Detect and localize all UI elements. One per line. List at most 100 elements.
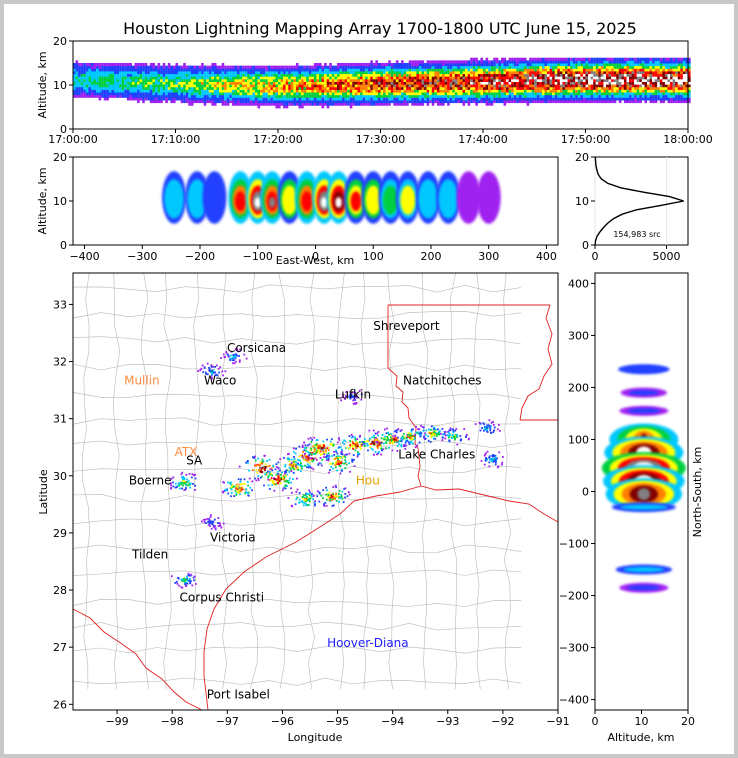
time-height-mark	[321, 97, 325, 101]
lightning-source-point	[299, 464, 302, 466]
lightning-source-point	[332, 443, 335, 446]
time-height-x-tick-label: 17:30:00	[356, 133, 405, 146]
lightning-source-point	[400, 445, 403, 448]
time-height-mark	[344, 97, 348, 101]
time-height-mark	[559, 81, 563, 85]
time-height-mark	[534, 92, 537, 96]
time-height-mark	[475, 97, 478, 101]
time-height-mark	[582, 84, 586, 88]
time-height-mark	[370, 86, 373, 90]
time-height-mark	[439, 92, 443, 96]
time-height-mark	[288, 99, 291, 104]
lightning-source-point	[317, 448, 320, 451]
time-height-mark	[311, 86, 314, 90]
lightning-source-point	[394, 435, 396, 438]
time-height-mark	[254, 73, 258, 77]
time-height-mark	[167, 97, 171, 101]
time-height-mark	[398, 63, 402, 67]
time-height-mark	[682, 68, 686, 72]
time-height-mark	[313, 99, 317, 104]
county-line	[278, 272, 286, 690]
time-height-mark	[454, 73, 458, 77]
time-height-mark	[465, 94, 468, 98]
time-height-mark	[631, 97, 635, 101]
lightning-source-point	[338, 438, 341, 441]
time-height-mark	[244, 68, 248, 72]
time-height-mark	[664, 65, 668, 69]
time-height-mark	[126, 63, 130, 67]
time-height-mark	[121, 92, 125, 96]
lightning-source-point	[320, 453, 322, 456]
time-height-mark	[644, 94, 648, 98]
lightning-source-point	[303, 449, 306, 452]
time-height-mark	[606, 94, 609, 98]
time-height-mark	[308, 68, 312, 72]
lightning-source-point	[383, 442, 385, 445]
lightning-source-point	[401, 438, 404, 441]
time-height-mark	[475, 92, 478, 96]
time-height-mark	[88, 84, 91, 88]
time-height-mark	[672, 94, 676, 98]
time-height-mark	[75, 65, 79, 69]
time-height-mark	[319, 94, 322, 98]
time-height-mark	[424, 78, 427, 82]
time-height-mark	[285, 78, 289, 82]
time-height-mark	[565, 73, 568, 77]
lightning-source-point	[284, 464, 287, 466]
lightning-source-point	[375, 437, 377, 439]
time-height-mark	[167, 63, 171, 67]
lightning-source-point	[377, 451, 380, 453]
time-height-mark	[142, 68, 145, 72]
time-height-mark	[459, 97, 463, 101]
time-height-mark	[101, 86, 104, 90]
time-height-mark	[311, 78, 314, 82]
time-height-mark	[488, 89, 491, 93]
time-height-mark	[231, 68, 235, 72]
lightning-source-point	[292, 472, 295, 474]
time-height-mark	[470, 99, 473, 104]
time-height-mark	[449, 99, 453, 104]
time-height-mark	[313, 70, 317, 75]
time-height-mark	[462, 68, 466, 72]
lightning-source-point	[260, 462, 263, 465]
time-height-mark	[672, 81, 676, 85]
time-height-mark	[306, 99, 309, 104]
time-height-mark	[303, 78, 307, 82]
time-height-mark	[570, 63, 573, 67]
time-height-mark	[257, 89, 261, 93]
time-height-mark	[547, 76, 550, 80]
time-height-mark	[472, 60, 476, 64]
time-height-mark	[465, 86, 468, 90]
time-height-mark	[78, 86, 81, 90]
time-height-mark	[319, 86, 322, 90]
lightning-source-point	[302, 456, 305, 459]
lightning-source-point	[329, 462, 332, 465]
time-height-mark	[411, 99, 414, 104]
time-height-mark	[388, 89, 391, 93]
time-height-mark	[403, 78, 407, 82]
time-height-mark	[670, 86, 673, 90]
time-height-mark	[534, 78, 537, 82]
time-height-mark	[367, 70, 371, 75]
lightning-source-point	[284, 472, 286, 475]
time-height-mark	[275, 105, 279, 109]
time-height-mark	[152, 86, 156, 90]
time-height-mark	[380, 92, 384, 96]
time-height-mark	[285, 105, 289, 109]
time-height-mark	[183, 81, 186, 85]
time-height-mark	[465, 76, 468, 80]
time-height-mark	[439, 63, 443, 67]
time-height-mark	[388, 94, 391, 98]
time-height-mark	[654, 92, 658, 96]
time-height-mark	[370, 81, 373, 85]
time-height-mark	[626, 81, 630, 85]
time-height-mark	[647, 81, 650, 85]
time-height-mark	[98, 78, 102, 82]
time-height-mark	[539, 65, 542, 69]
time-height-mark	[659, 92, 663, 96]
lightning-source-point	[390, 439, 393, 441]
time-height-mark	[636, 94, 640, 98]
lightning-source-point	[380, 442, 383, 444]
time-height-mark	[490, 92, 494, 96]
time-height-mark	[626, 60, 630, 64]
